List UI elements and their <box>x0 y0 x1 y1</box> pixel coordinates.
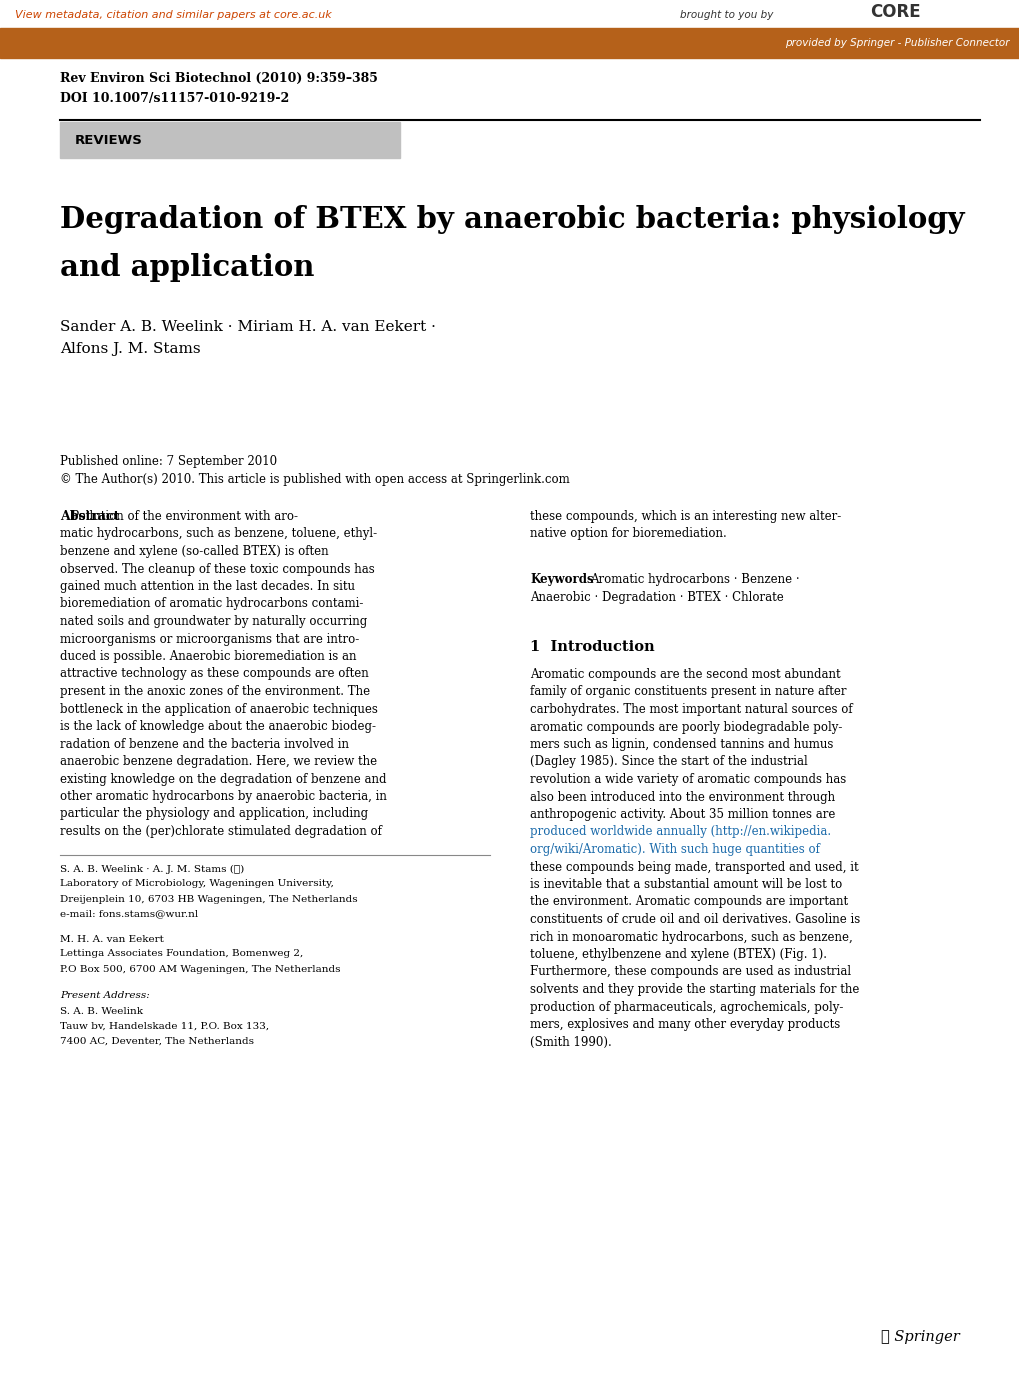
Text: ℒ Springer: ℒ Springer <box>880 1330 959 1344</box>
Text: matic hydrocarbons, such as benzene, toluene, ethyl-: matic hydrocarbons, such as benzene, tol… <box>60 528 377 540</box>
Text: 1  Introduction: 1 Introduction <box>530 640 654 654</box>
Text: revolution a wide variety of aromatic compounds has: revolution a wide variety of aromatic co… <box>530 774 846 786</box>
Text: Furthermore, these compounds are used as industrial: Furthermore, these compounds are used as… <box>530 966 850 978</box>
Text: produced worldwide annually (http://en.wikipedia.: produced worldwide annually (http://en.w… <box>530 826 830 838</box>
Text: bottleneck in the application of anaerobic techniques: bottleneck in the application of anaerob… <box>60 702 377 716</box>
Text: 7400 AC, Deventer, The Netherlands: 7400 AC, Deventer, The Netherlands <box>60 1036 254 1046</box>
Text: (Smith 1990).: (Smith 1990). <box>530 1036 611 1048</box>
Text: gained much attention in the last decades. In situ: gained much attention in the last decade… <box>60 580 355 594</box>
Text: provided by Springer - Publisher Connector: provided by Springer - Publisher Connect… <box>785 38 1009 48</box>
Text: aromatic compounds are poorly biodegradable poly-: aromatic compounds are poorly biodegrada… <box>530 720 842 734</box>
Text: DOI 10.1007/s11157-010-9219-2: DOI 10.1007/s11157-010-9219-2 <box>60 92 289 104</box>
Text: existing knowledge on the degradation of benzene and: existing knowledge on the degradation of… <box>60 772 386 786</box>
Text: P.O Box 500, 6700 AM Wageningen, The Netherlands: P.O Box 500, 6700 AM Wageningen, The Net… <box>60 965 340 974</box>
Text: CORE: CORE <box>869 3 920 21</box>
Text: also been introduced into the environment through: also been introduced into the environmen… <box>530 790 835 804</box>
Text: View metadata, citation and similar papers at core.ac.uk: View metadata, citation and similar pape… <box>15 10 331 21</box>
Text: carbohydrates. The most important natural sources of: carbohydrates. The most important natura… <box>530 703 852 716</box>
Text: Laboratory of Microbiology, Wageningen University,: Laboratory of Microbiology, Wageningen U… <box>60 879 333 889</box>
Text: duced is possible. Anaerobic bioremediation is an: duced is possible. Anaerobic bioremediat… <box>60 650 357 664</box>
Text: and application: and application <box>60 253 314 282</box>
Text: REVIEWS: REVIEWS <box>75 133 143 147</box>
Text: Present Address:: Present Address: <box>60 992 150 1000</box>
Text: bioremediation of aromatic hydrocarbons contami-: bioremediation of aromatic hydrocarbons … <box>60 598 363 610</box>
Text: particular the physiology and application, including: particular the physiology and applicatio… <box>60 808 368 820</box>
Text: nated soils and groundwater by naturally occurring: nated soils and groundwater by naturally… <box>60 616 367 628</box>
Text: toluene, ethylbenzene and xylene (BTEX) (Fig. 1).: toluene, ethylbenzene and xylene (BTEX) … <box>530 948 826 960</box>
Text: S. A. B. Weelink: S. A. B. Weelink <box>60 1007 143 1015</box>
Text: rich in monoaromatic hydrocarbons, such as benzene,: rich in monoaromatic hydrocarbons, such … <box>530 930 852 944</box>
Text: constituents of crude oil and oil derivatives. Gasoline is: constituents of crude oil and oil deriva… <box>530 912 859 926</box>
Text: observed. The cleanup of these toxic compounds has: observed. The cleanup of these toxic com… <box>60 562 374 576</box>
Text: © The Author(s) 2010. This article is published with open access at Springerlink: © The Author(s) 2010. This article is pu… <box>60 473 570 486</box>
Text: radation of benzene and the bacteria involved in: radation of benzene and the bacteria inv… <box>60 738 348 750</box>
Text: solvents and they provide the starting materials for the: solvents and they provide the starting m… <box>530 982 859 996</box>
Text: Keywords: Keywords <box>530 573 593 585</box>
Text: microorganisms or microorganisms that are intro-: microorganisms or microorganisms that ar… <box>60 632 359 646</box>
Text: Alfons J. M. Stams: Alfons J. M. Stams <box>60 342 201 356</box>
Text: attractive technology as these compounds are often: attractive technology as these compounds… <box>60 668 369 680</box>
Text: Sander A. B. Weelink · Miriam H. A. van Eekert ·: Sander A. B. Weelink · Miriam H. A. van … <box>60 320 435 334</box>
Text: Aromatic hydrocarbons · Benzene ·: Aromatic hydrocarbons · Benzene · <box>589 573 799 585</box>
Text: other aromatic hydrocarbons by anaerobic bacteria, in: other aromatic hydrocarbons by anaerobic… <box>60 790 386 802</box>
Text: the environment. Aromatic compounds are important: the environment. Aromatic compounds are … <box>530 896 847 908</box>
Text: (Dagley 1985). Since the start of the industrial: (Dagley 1985). Since the start of the in… <box>530 756 807 768</box>
Text: benzene and xylene (so-called BTEX) is often: benzene and xylene (so-called BTEX) is o… <box>60 545 328 558</box>
Text: these compounds being made, transported and used, it: these compounds being made, transported … <box>530 860 858 874</box>
Text: anaerobic benzene degradation. Here, we review the: anaerobic benzene degradation. Here, we … <box>60 754 377 768</box>
Text: mers such as lignin, condensed tannins and humus: mers such as lignin, condensed tannins a… <box>530 738 833 752</box>
Text: Rev Environ Sci Biotechnol (2010) 9:359–385: Rev Environ Sci Biotechnol (2010) 9:359–… <box>60 71 377 85</box>
Text: present in the anoxic zones of the environment. The: present in the anoxic zones of the envir… <box>60 686 370 698</box>
Text: org/wiki/Aromatic). With such huge quantities of: org/wiki/Aromatic). With such huge quant… <box>530 844 819 856</box>
Text: Pollution of the environment with aro-: Pollution of the environment with aro- <box>60 510 298 523</box>
Text: is the lack of knowledge about the anaerobic biodeg-: is the lack of knowledge about the anaer… <box>60 720 376 732</box>
Text: anthropogenic activity. About 35 million tonnes are: anthropogenic activity. About 35 million… <box>530 808 835 822</box>
Text: Abstract: Abstract <box>60 510 119 523</box>
Text: Dreijenplein 10, 6703 HB Wageningen, The Netherlands: Dreijenplein 10, 6703 HB Wageningen, The… <box>60 894 358 904</box>
Bar <box>60 122 399 158</box>
Text: e-mail: fons.stams@wur.nl: e-mail: fons.stams@wur.nl <box>60 910 198 918</box>
Text: production of pharmaceuticals, agrochemicals, poly-: production of pharmaceuticals, agrochemi… <box>530 1000 843 1014</box>
Text: M. H. A. van Eekert: M. H. A. van Eekert <box>60 934 164 944</box>
Text: Tauw bv, Handelskade 11, P.O. Box 133,: Tauw bv, Handelskade 11, P.O. Box 133, <box>60 1021 269 1030</box>
Text: Aromatic compounds are the second most abundant: Aromatic compounds are the second most a… <box>530 668 840 682</box>
Text: results on the (per)chlorate stimulated degradation of: results on the (per)chlorate stimulated … <box>60 824 381 838</box>
Text: mers, explosives and many other everyday products: mers, explosives and many other everyday… <box>530 1018 840 1030</box>
Text: is inevitable that a substantial amount will be lost to: is inevitable that a substantial amount … <box>530 878 842 890</box>
Text: Degradation of BTEX by anaerobic bacteria: physiology: Degradation of BTEX by anaerobic bacteri… <box>60 205 964 234</box>
Text: brought to you by: brought to you by <box>680 10 772 21</box>
Text: S. A. B. Weelink · A. J. M. Stams (✉): S. A. B. Weelink · A. J. M. Stams (✉) <box>60 864 244 874</box>
Text: Anaerobic · Degradation · BTEX · Chlorate: Anaerobic · Degradation · BTEX · Chlorat… <box>530 591 783 603</box>
Bar <box>0 27 1019 58</box>
Text: family of organic constituents present in nature after: family of organic constituents present i… <box>530 686 846 698</box>
Text: these compounds, which is an interesting new alter-: these compounds, which is an interesting… <box>530 510 841 523</box>
Text: Lettinga Associates Foundation, Bomenweg 2,: Lettinga Associates Foundation, Bomenweg… <box>60 949 303 959</box>
Text: native option for bioremediation.: native option for bioremediation. <box>530 528 726 540</box>
Text: Published online: 7 September 2010: Published online: 7 September 2010 <box>60 455 277 469</box>
